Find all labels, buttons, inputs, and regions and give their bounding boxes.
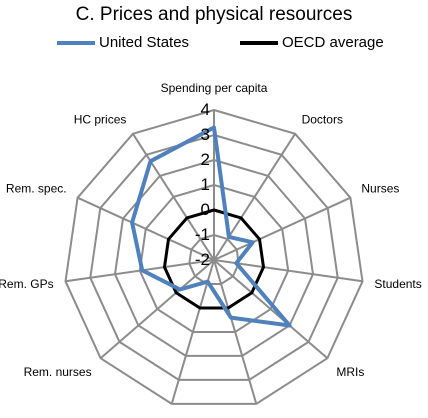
radar-series	[130, 125, 292, 328]
grid-spoke	[99, 259, 215, 359]
grid-spoke	[77, 196, 215, 261]
legend: United States OECD average	[0, 34, 428, 58]
tick-label: -2	[195, 250, 210, 269]
tick-label: 2	[201, 150, 210, 169]
legend-item-us: United States	[57, 34, 189, 51]
tick-label: 1	[201, 175, 210, 194]
legend-label-oecd: OECD average	[282, 34, 384, 51]
tick-label: -1	[195, 225, 210, 244]
grid-spoke	[213, 259, 329, 359]
radar-tick-labels: -2 -1 0 1 2 3 4	[195, 100, 210, 269]
category-label: MRIs	[336, 365, 364, 379]
category-label: Nurses	[361, 182, 399, 196]
legend-swatch-oecd	[240, 40, 278, 45]
grid-ring	[64, 108, 364, 405]
category-label: Rem. nurses	[24, 365, 92, 379]
legend-item-oecd: OECD average	[240, 34, 384, 51]
category-label: Doctors	[302, 113, 343, 127]
grid-spoke	[65, 259, 215, 283]
legend-swatch-us	[57, 40, 95, 45]
grid-ring	[89, 133, 339, 381]
series-line-us	[130, 125, 292, 328]
legend-label-us: United States	[99, 34, 190, 51]
category-label: Students	[374, 277, 421, 291]
chart-title: C. Prices and physical resources	[75, 4, 353, 25]
category-label: Spending per capita	[161, 81, 268, 95]
grid-spoke	[213, 196, 351, 261]
grid-spoke	[132, 133, 215, 261]
grid-spoke	[213, 133, 296, 261]
tick-label: 4	[201, 100, 210, 119]
radar-category-labels: Spending per capita Doctors Nurses Students…	[0, 81, 422, 379]
tick-label: 0	[201, 200, 210, 219]
series-line-oecd	[163, 208, 265, 310]
grid-ring	[138, 183, 290, 333]
category-label: HC prices	[74, 113, 127, 127]
grid-ring	[113, 158, 315, 357]
grid-ring	[188, 233, 240, 285]
grid-spoke	[213, 259, 258, 405]
radar-grid	[64, 108, 364, 405]
category-label: Rem. spec.	[6, 182, 67, 196]
radar-spokes	[65, 110, 363, 405]
tick-label: 3	[201, 125, 210, 144]
category-label: Rem. GPs	[0, 277, 54, 291]
